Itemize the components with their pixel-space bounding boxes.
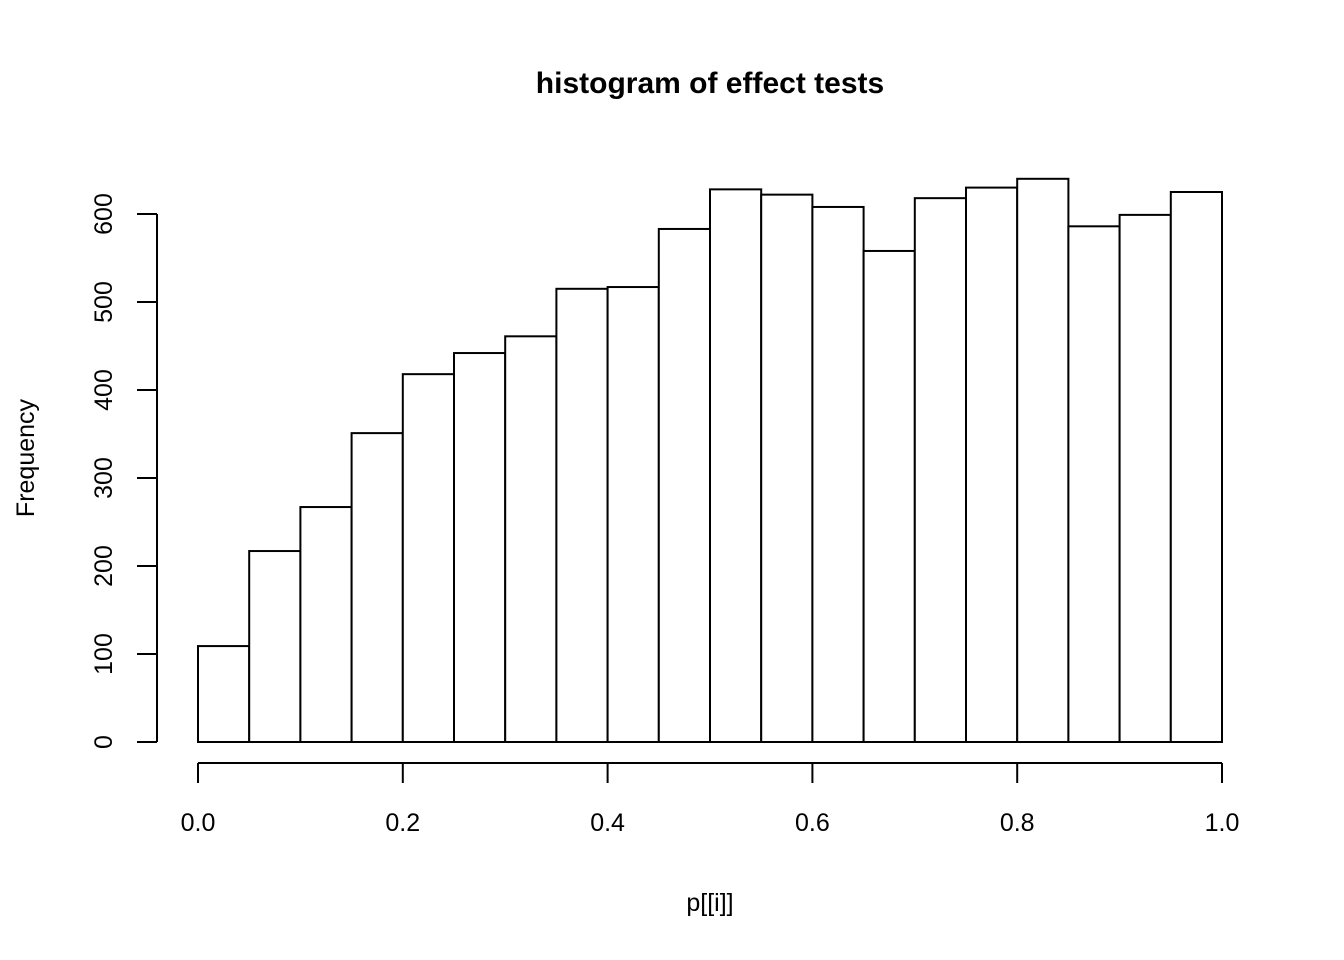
histogram-bar: [350, 432, 404, 743]
y-axis-label: Frequency: [12, 398, 40, 518]
histogram-bar: [248, 550, 302, 743]
y-tick-label: 600: [90, 193, 118, 235]
x-tick-label: 0.4: [590, 809, 625, 837]
y-tick-label: 300: [90, 457, 118, 499]
y-tick-label: 200: [90, 545, 118, 587]
x-tick-label: 0.8: [1000, 809, 1035, 837]
histogram-bar: [862, 249, 916, 744]
histogram-bar: [1016, 177, 1070, 744]
histogram-bar: [965, 186, 1019, 744]
x-axis-label: p[[i]]: [686, 889, 734, 917]
histogram-bar: [657, 227, 711, 743]
y-tick-label: 500: [90, 281, 118, 323]
chart-title: histogram of effect tests: [535, 67, 885, 100]
histogram-bar: [1067, 225, 1121, 743]
y-tick-label: 400: [90, 369, 118, 411]
x-tick-label: 0.0: [181, 809, 216, 837]
histogram-bar: [913, 197, 967, 744]
histogram-bar: [453, 352, 507, 743]
x-tick-label: 0.6: [795, 809, 830, 837]
histogram-bar: [1118, 213, 1172, 743]
histogram-bar: [504, 335, 558, 743]
x-tick-label: 1.0: [1205, 809, 1240, 837]
histogram-bar: [709, 188, 763, 744]
histogram-bar: [401, 373, 455, 743]
histogram-bar: [606, 286, 660, 743]
histogram-bar: [555, 287, 609, 743]
y-tick-label: 100: [90, 633, 118, 675]
histogram-bar: [299, 506, 353, 744]
histogram-bar: [197, 645, 251, 744]
histogram-bar: [760, 193, 814, 743]
histogram-bar: [1169, 191, 1224, 743]
histogram-bar: [811, 205, 865, 743]
x-tick-label: 0.2: [385, 809, 420, 837]
y-tick-label: 0: [90, 735, 118, 749]
